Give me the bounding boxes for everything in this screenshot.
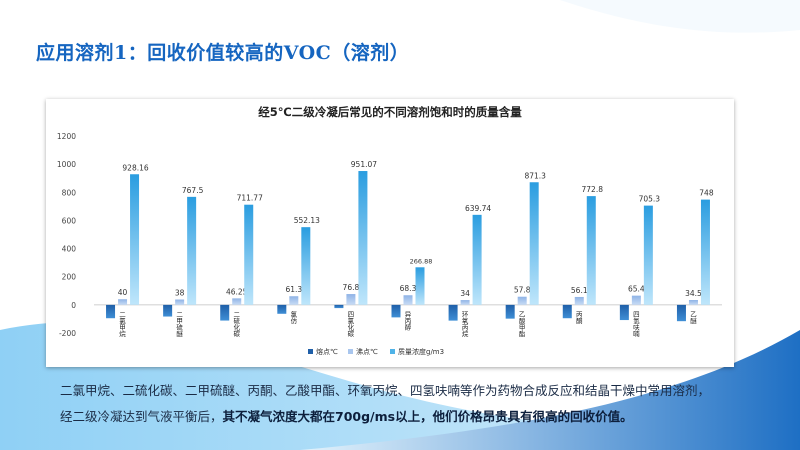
data-label: 266.88 [410, 257, 433, 265]
bar [391, 304, 401, 318]
category-label: 二硫化碳 [232, 311, 240, 338]
y-tick-label: 0 [71, 301, 76, 310]
chart-title: 经5℃二级冷凝后常见的不同溶剂饱和时的质量含量 [258, 105, 522, 119]
category-label: 乙醚 [688, 311, 696, 326]
bar [517, 296, 527, 305]
plot-area: -200 0 200 400 600 800 1000 1200 40 928.16 二氯甲烷 38 7… [57, 132, 722, 338]
data-label: 46.25 [226, 287, 248, 296]
data-label: 40 [118, 288, 128, 297]
bar [334, 304, 344, 309]
data-label: 56.1 [571, 286, 588, 295]
category-label: 二甲硫醚 [175, 311, 183, 338]
bar [244, 204, 254, 305]
caption-line-1: 二氯甲烷、二硫化碳、二甲硫醚、丙酮、乙酸甲酯、环氧丙烷、四氢呋喃等作为药物合成反… [60, 383, 711, 398]
y-tick-label: 600 [62, 216, 77, 225]
bar [562, 304, 572, 319]
category-label: 四氢呋喃 [631, 311, 639, 338]
y-tick-label: -200 [59, 329, 76, 338]
bar [301, 227, 311, 305]
y-tick-label: 1200 [57, 132, 76, 141]
bar [619, 304, 629, 321]
bar [358, 171, 368, 305]
chart-legend: 熔点℃ 沸点℃ 质量浓度g/m3 [308, 347, 444, 356]
caption-line-2-normal: 经二级冷凝达到气液平衡后， [60, 409, 223, 424]
bar [187, 196, 197, 305]
category-label: 氯仿 [289, 310, 297, 326]
data-label: 767.5 [182, 186, 204, 195]
bar [586, 196, 596, 305]
bar [631, 295, 641, 305]
data-label: 748 [699, 189, 714, 198]
bar [460, 300, 470, 305]
data-label: 76.8 [343, 283, 360, 292]
bar [289, 296, 299, 305]
bar [643, 205, 653, 305]
legend-label: 质量浓度g/m3 [398, 347, 444, 356]
legend-label: 熔点℃ [316, 347, 338, 356]
category-label: 环氧丙烷 [460, 311, 468, 339]
y-tick-label: 1000 [57, 160, 76, 169]
legend-label: 沸点℃ [356, 347, 378, 356]
data-label: 57.8 [514, 286, 531, 295]
caption-line-2-bold: 其不凝气浓度大都在700g/ms以上，他们价格昂贵具有很高的回收价值。 [222, 409, 633, 424]
data-label: 552.13 [294, 216, 320, 225]
bar-chart: 经5℃二级冷凝后常见的不同溶剂饱和时的质量含量 -200 0 200 400 600 80… [57, 105, 722, 356]
bar [118, 299, 128, 305]
bar [529, 182, 539, 305]
data-label: 711.77 [237, 194, 263, 203]
y-tick-label: 800 [62, 188, 77, 197]
data-label: 871.3 [524, 171, 546, 180]
bar [688, 300, 698, 305]
category-label: 乙酸甲酯 [517, 311, 525, 339]
data-label: 639.74 [465, 204, 491, 213]
bar [277, 304, 287, 314]
bar [415, 267, 425, 305]
y-tick-label: 200 [62, 273, 77, 282]
bar [448, 304, 458, 321]
data-label: 34.5 [685, 289, 702, 298]
category-label: 二氯甲烷 [118, 311, 126, 338]
slide-title: 应用溶剂1：回收价值较高的VOC（溶剂） [36, 42, 410, 64]
legend-swatch [348, 349, 353, 354]
bar [676, 304, 686, 322]
data-label: 61.3 [285, 285, 302, 294]
caption-line-2: 经二级冷凝达到气液平衡后，其不凝气浓度大都在700g/ms以上，他们价格昂贵具有… [60, 404, 780, 430]
data-label: 38 [175, 289, 185, 298]
legend-swatch [390, 349, 395, 354]
bar [175, 299, 185, 305]
bar [106, 304, 116, 319]
data-label: 951.07 [351, 160, 377, 169]
category-label: 异丙醇 [403, 311, 411, 332]
y-tick-label: 400 [62, 245, 77, 254]
category-label: 四氯化碳 [346, 311, 354, 339]
legend-swatch [308, 349, 313, 354]
data-label: 68.3 [400, 284, 417, 293]
data-label: 34 [460, 289, 470, 298]
chart-card: 经5℃二级冷凝后常见的不同溶剂饱和时的质量含量 -200 0 200 400 600 80… [46, 99, 734, 367]
category-label: 丙酮 [574, 311, 582, 326]
bar [346, 294, 356, 305]
bar [163, 304, 173, 317]
bar [574, 296, 584, 305]
bar [472, 214, 482, 305]
data-label: 65.4 [628, 285, 645, 294]
bar [505, 304, 515, 319]
data-label: 772.8 [582, 185, 604, 194]
bar [403, 295, 413, 305]
bar [220, 304, 230, 321]
bar [232, 298, 242, 305]
bar [130, 174, 140, 305]
data-label: 705.3 [639, 195, 661, 204]
bar [700, 199, 710, 305]
data-label: 928.16 [122, 163, 148, 172]
